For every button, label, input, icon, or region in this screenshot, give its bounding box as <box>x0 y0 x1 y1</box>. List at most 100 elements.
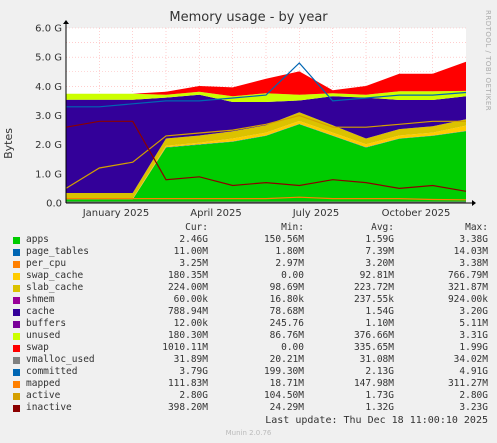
legend-name: per_cpu <box>26 258 67 269</box>
line-active <box>65 114 466 189</box>
footer-version: Munin 2.0.76 <box>225 429 272 437</box>
legend-name: page_tables <box>26 246 89 257</box>
legend-max: 5.11M <box>459 318 488 329</box>
area-unused <box>66 90 466 102</box>
legend-cur: 180.35M <box>167 270 208 281</box>
legend-swatch <box>13 237 20 244</box>
legend-name: vmalloc_used <box>26 354 95 365</box>
legend-avg: 1.10M <box>365 318 394 329</box>
legend-swatch <box>13 393 20 400</box>
legend-row-swap: swap 1010.11M 0.00 335.65M 1.99G <box>10 342 490 354</box>
legend-avg: 147.98M <box>353 378 394 389</box>
legend-swatch <box>13 405 20 412</box>
legend-cur: 3.25M <box>179 258 208 269</box>
legend-min: 86.76M <box>269 330 304 341</box>
legend-max: 3.31G <box>459 330 488 341</box>
legend-cur: 31.89M <box>173 354 208 365</box>
legend-rows: apps 2.46G 150.56M 1.59G 3.38G page_tables 11.… <box>10 234 490 414</box>
y-axis-arrow <box>63 20 69 24</box>
legend-name: shmem <box>26 294 55 305</box>
legend-avg: 223.72M <box>353 282 394 293</box>
legend-swatch <box>13 321 20 328</box>
legend-min: 18.71M <box>269 378 304 389</box>
legend-cur: 180.30M <box>167 330 208 341</box>
legend-row-mapped: mapped 111.83M 18.71M 147.98M 311.27M <box>10 378 490 390</box>
legend-avg: 2.13G <box>365 366 394 377</box>
legend-avg: 1.73G <box>365 390 394 401</box>
legend-name: slab_cache <box>26 282 84 293</box>
legend-cur: 111.83M <box>167 378 208 389</box>
legend-max: 3.38G <box>459 234 488 245</box>
legend-name: committed <box>26 366 78 377</box>
legend-row-page-tables: page_tables 11.00M 1.80M 7.39M 14.03M <box>10 246 490 258</box>
legend-swatch <box>13 369 20 376</box>
legend-min: 199.30M <box>263 366 304 377</box>
legend-swatch <box>13 285 20 292</box>
legend-min: 78.68M <box>269 306 304 317</box>
x-tick-label: April 2025 <box>190 208 241 219</box>
x-axis-arrow <box>472 200 476 206</box>
legend-max: 3.20G <box>459 306 488 317</box>
legend-row-inactive: inactive 398.20M 24.29M 1.32G 3.23G <box>10 402 490 414</box>
legend-avg: 1.54G <box>365 306 394 317</box>
area-apps <box>66 124 466 203</box>
legend-max: 3.23G <box>459 402 488 413</box>
area-cache <box>66 94 466 193</box>
legend-avg: 1.32G <box>365 402 394 413</box>
legend-avg: 92.81M <box>359 270 394 281</box>
legend-max: 2.80G <box>459 390 488 401</box>
x-tick-label: July 2025 <box>292 208 340 219</box>
legend-swatch <box>13 261 20 268</box>
legend-swatch <box>13 273 20 280</box>
line-mapped <box>66 196 467 201</box>
legend-min: 2.97M <box>275 258 304 269</box>
legend-row-cache: cache 788.94M 78.68M 1.54G 3.20G <box>10 306 490 318</box>
legend-min: 0.00 <box>281 342 304 353</box>
legend-min: 104.50M <box>263 390 304 401</box>
header-cur: Cur: <box>185 222 208 233</box>
legend-row-shmem: shmem 60.00k 16.80k 237.55k 924.00k <box>10 294 490 306</box>
legend-avg: 31.08M <box>359 354 394 365</box>
legend-avg: 1.59G <box>365 234 394 245</box>
legend-max: 766.79M <box>447 270 488 281</box>
legend-max: 14.03M <box>453 246 488 257</box>
stacked-areas <box>66 61 466 203</box>
chart-plot: 0.0 1.0 G 2.0 G 3.0 G 4.0 G 5.0 G 6.0 G Januar… <box>35 20 476 219</box>
x-tick-labels: January 2025 April 2025 July 2025 October 2… <box>82 208 451 219</box>
legend-cur: 12.00k <box>173 318 208 329</box>
header-min: Min: <box>281 222 304 233</box>
legend-table: Cur: Min: Avg: Max: apps 2.46G 150.56M 1.59… <box>10 222 490 414</box>
legend-name: swap_cache <box>26 270 84 281</box>
legend-name: swap <box>26 342 49 353</box>
legend-name: active <box>26 390 61 401</box>
legend-min: 1.80M <box>275 246 304 257</box>
axes <box>63 20 476 206</box>
legend-cur: 224.00M <box>167 282 208 293</box>
legend-swatch <box>13 381 20 388</box>
legend-avg: 376.66M <box>353 330 394 341</box>
x-tick-label: January 2025 <box>82 208 150 219</box>
legend-min: 98.69M <box>269 282 304 293</box>
legend-cur: 3.79G <box>179 366 208 377</box>
y-tick-labels: 0.0 1.0 G 2.0 G 3.0 G 4.0 G 5.0 G 6.0 G <box>35 24 62 210</box>
legend-name: inactive <box>26 402 72 413</box>
legend-name: cache <box>26 306 55 317</box>
legend-row-buffers: buffers 12.00k 245.76 1.10M 5.11M <box>10 318 490 330</box>
legend-max: 924.00k <box>447 294 488 305</box>
legend-row-per-cpu: per_cpu 3.25M 2.97M 3.20M 3.38M <box>10 258 490 270</box>
y-tick-label: 6.0 G <box>35 24 62 35</box>
legend-swatch <box>13 249 20 256</box>
legend-name: apps <box>26 234 49 245</box>
header-avg: Avg: <box>371 222 394 233</box>
legend-cur: 788.94M <box>167 306 208 317</box>
legend-max: 3.38M <box>459 258 488 269</box>
last-update: Last update: Thu Dec 18 11:00:10 2025 <box>265 415 488 426</box>
y-tick-label: 3.0 G <box>35 111 62 122</box>
legend-swatch <box>13 345 20 352</box>
legend-swatch <box>13 297 20 304</box>
legend-max: 4.91G <box>459 366 488 377</box>
line-committed <box>66 62 467 108</box>
legend-cur: 11.00M <box>173 246 208 257</box>
y-tick-label: 2.0 G <box>35 140 62 151</box>
